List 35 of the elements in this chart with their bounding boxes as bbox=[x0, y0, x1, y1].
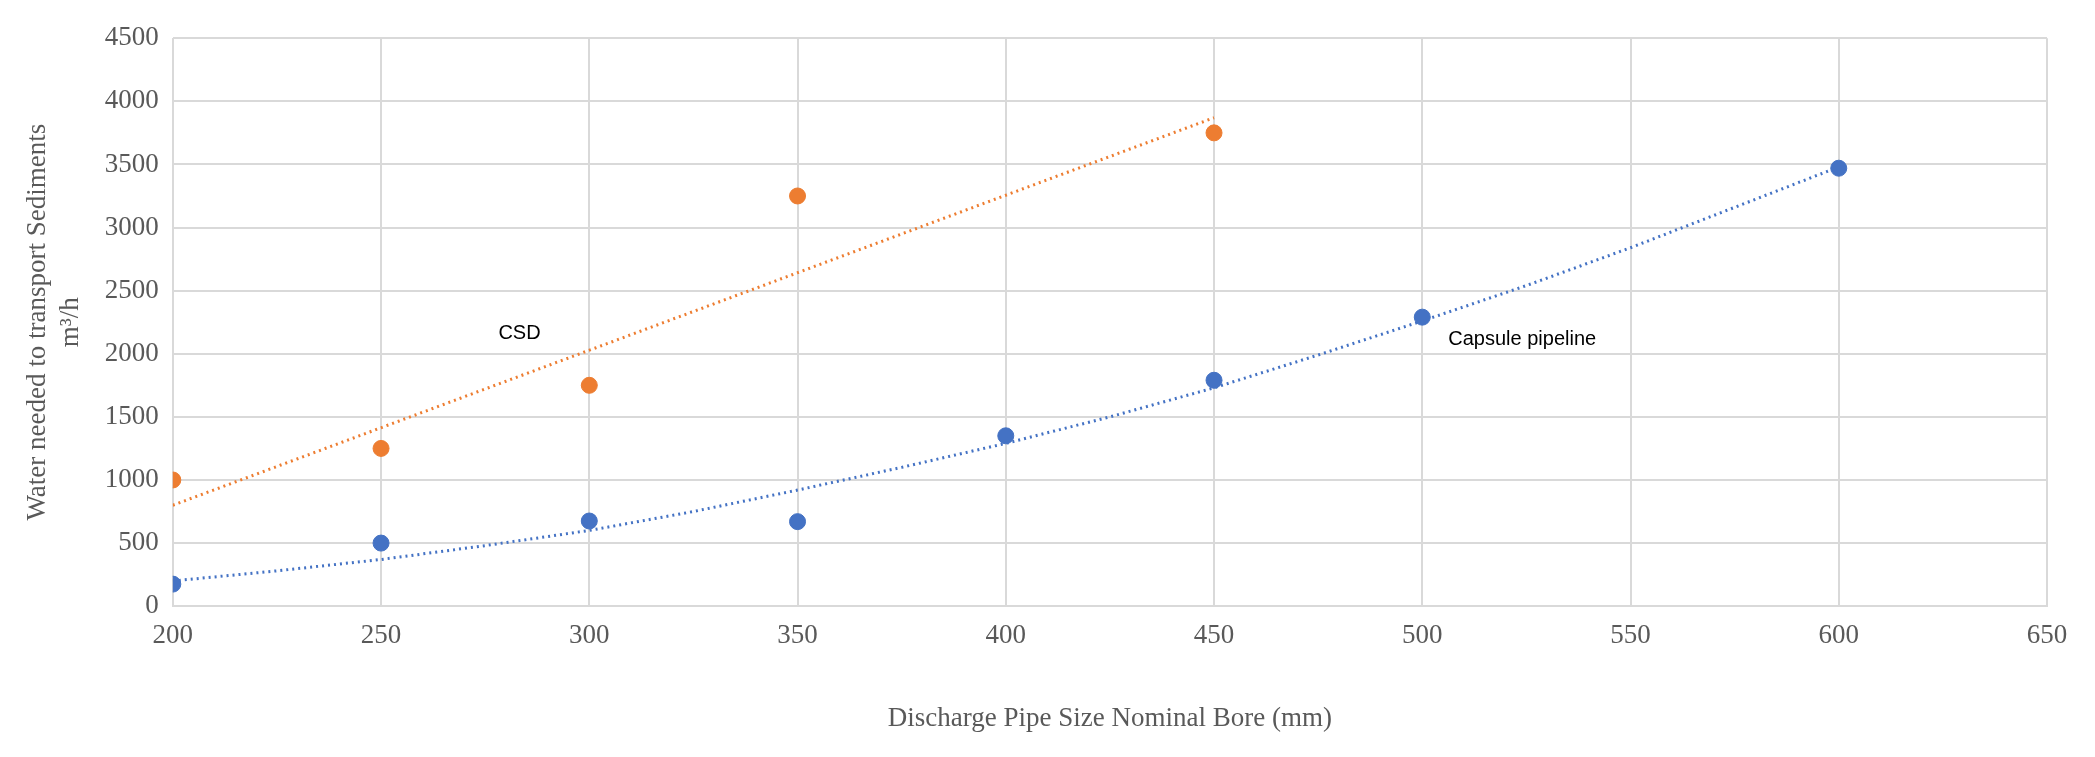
point bbox=[1413, 308, 1431, 326]
x-tick-label: 350 bbox=[777, 619, 818, 650]
x-tick-label: 500 bbox=[1402, 619, 1443, 650]
x-axis-title: Discharge Pipe Size Nominal Bore (mm) bbox=[887, 701, 1332, 732]
point bbox=[372, 534, 390, 552]
y-tick-label: 0 bbox=[145, 589, 159, 620]
y-tick-label: 1000 bbox=[104, 463, 159, 494]
text: CSD bbox=[498, 321, 541, 344]
y-tick-label: 3000 bbox=[104, 210, 159, 241]
point bbox=[372, 439, 390, 457]
y-tick-label: 2000 bbox=[104, 336, 159, 367]
x-tick-label: 600 bbox=[1818, 619, 1860, 650]
y-tick-label: 4000 bbox=[104, 84, 159, 115]
point bbox=[580, 512, 598, 530]
y-tick-label: 2500 bbox=[104, 273, 159, 304]
y-tick-label: 4500 bbox=[104, 21, 159, 52]
x-tick-label: 550 bbox=[1610, 619, 1651, 650]
x-tick-label: 250 bbox=[360, 619, 402, 650]
point bbox=[997, 427, 1015, 445]
x-tick-label: 400 bbox=[985, 619, 1027, 650]
point bbox=[789, 187, 807, 205]
y-tick-label: 1500 bbox=[104, 399, 159, 430]
x-tick-label: 450 bbox=[1193, 619, 1235, 650]
y-tick-label: 500 bbox=[118, 526, 159, 557]
y-axis-title: Water needed to transport Sediments m³/h bbox=[21, 123, 84, 521]
series-label: Capsule pipeline bbox=[1448, 326, 1597, 349]
point bbox=[580, 376, 598, 394]
point bbox=[789, 513, 807, 531]
point bbox=[1205, 371, 1223, 389]
x-tick-label: 200 bbox=[152, 619, 194, 650]
x-tick-label: 650 bbox=[2026, 619, 2068, 650]
point bbox=[1205, 124, 1223, 142]
point bbox=[1830, 159, 1848, 177]
x-tick-label: 300 bbox=[569, 619, 610, 650]
y-tick-label: 3500 bbox=[104, 147, 159, 178]
